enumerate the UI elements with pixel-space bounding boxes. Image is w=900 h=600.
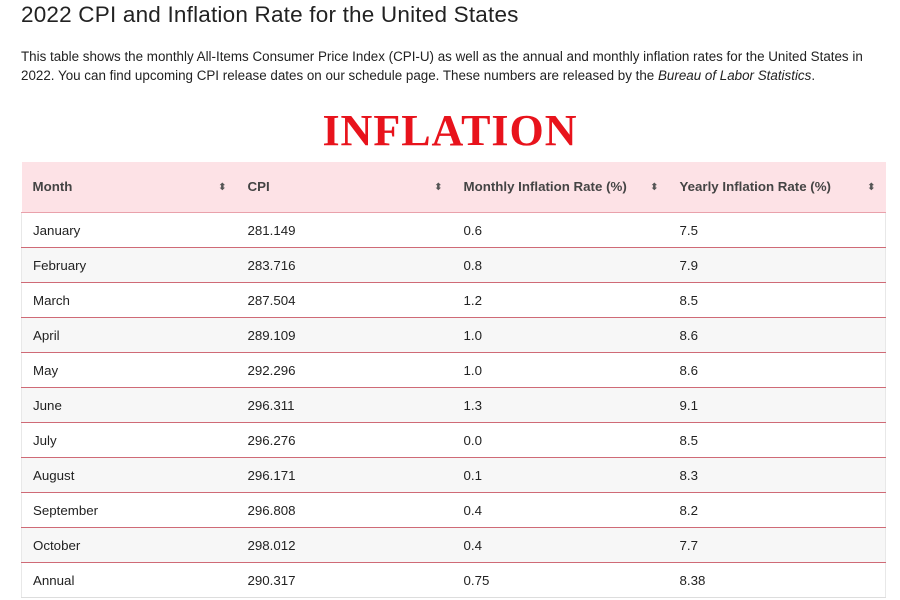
cell-month: March	[21, 282, 237, 318]
cell-monthly-rate: 1.0	[452, 352, 669, 388]
table-row: March 287.504 1.2 8.5	[21, 282, 886, 318]
table-header-row: Month ⬍ CPI ⬍ Monthly Inflation Rate (%)…	[21, 162, 886, 213]
cell-yearly-rate: 9.1	[668, 387, 886, 423]
cell-monthly-rate: 0.4	[452, 492, 669, 528]
table-row: May 292.296 1.0 8.6	[21, 352, 886, 388]
cell-monthly-rate: 0.6	[452, 212, 669, 248]
cell-yearly-rate: 7.5	[668, 212, 886, 248]
cell-cpi: 292.296	[236, 352, 453, 388]
cell-cpi: 281.149	[236, 212, 453, 248]
cell-monthly-rate: 1.3	[452, 387, 669, 423]
cell-yearly-rate: 8.2	[668, 492, 886, 528]
sort-icon[interactable]: ⬍	[434, 181, 443, 193]
cell-monthly-rate: 0.4	[452, 527, 669, 563]
table-body: January 281.149 0.6 7.5 February 283.716…	[21, 212, 886, 598]
cell-month: August	[21, 457, 237, 493]
cell-cpi: 287.504	[236, 282, 453, 318]
cell-yearly-rate: 8.5	[668, 422, 886, 458]
cell-monthly-rate: 1.2	[452, 282, 669, 318]
column-header-cpi[interactable]: CPI ⬍	[236, 162, 453, 213]
sort-icon[interactable]: ⬍	[650, 181, 659, 193]
table-row: January 281.149 0.6 7.5	[21, 212, 886, 248]
inflation-stamp: INFLATION	[322, 106, 578, 155]
column-header-monthly-rate[interactable]: Monthly Inflation Rate (%) ⬍	[452, 162, 669, 213]
cell-month: July	[21, 422, 237, 458]
cell-yearly-rate: 8.6	[668, 317, 886, 353]
intro-paragraph: This table shows the monthly All-Items C…	[21, 47, 881, 85]
cell-cpi: 296.276	[236, 422, 453, 458]
intro-end: .	[811, 68, 816, 83]
table-row: June 296.311 1.3 9.1	[21, 387, 886, 423]
cell-month: June	[21, 387, 237, 423]
cell-monthly-rate: 0.8	[452, 247, 669, 283]
cell-cpi: 296.311	[236, 387, 453, 423]
table-row: Annual 290.317 0.75 8.38	[21, 562, 886, 598]
cell-cpi: 283.716	[236, 247, 453, 283]
cell-cpi: 298.012	[236, 527, 453, 563]
intro-text: This table shows the monthly All-Items C…	[21, 49, 863, 83]
page-title: 2022 CPI and Inflation Rate for the Unit…	[21, 2, 519, 27]
cell-cpi: 296.171	[236, 457, 453, 493]
column-header-label: Yearly Inflation Rate (%)	[679, 179, 831, 194]
cell-yearly-rate: 8.3	[668, 457, 886, 493]
cell-month: February	[21, 247, 237, 283]
cell-cpi: 290.317	[236, 562, 453, 598]
cell-monthly-rate: 0.1	[452, 457, 669, 493]
cell-yearly-rate: 8.38	[668, 562, 886, 598]
table-row: February 283.716 0.8 7.9	[21, 247, 886, 283]
cell-yearly-rate: 8.6	[668, 352, 886, 388]
source-name: Bureau of Labor Statistics	[657, 68, 812, 83]
sort-icon[interactable]: ⬍	[867, 181, 876, 193]
sort-icon[interactable]: ⬍	[218, 181, 227, 193]
table-row: August 296.171 0.1 8.3	[21, 457, 886, 493]
cell-yearly-rate: 7.9	[668, 247, 886, 283]
table-row: October 298.012 0.4 7.7	[21, 527, 886, 563]
cell-month: Annual	[21, 562, 237, 598]
cell-month: May	[21, 352, 237, 388]
table-row: April 289.109 1.0 8.6	[21, 317, 886, 353]
table-row: September 296.808 0.4 8.2	[21, 492, 886, 528]
cell-monthly-rate: 0.75	[452, 562, 669, 598]
cell-month: January	[21, 212, 237, 248]
cell-monthly-rate: 1.0	[452, 317, 669, 353]
column-header-yearly-rate[interactable]: Yearly Inflation Rate (%) ⬍	[668, 162, 886, 213]
column-header-label: Monthly Inflation Rate (%)	[463, 179, 627, 194]
table-row: July 296.276 0.0 8.5	[21, 422, 886, 458]
column-header-label: Month	[32, 179, 73, 194]
cell-cpi: 296.808	[236, 492, 453, 528]
cpi-table: Month ⬍ CPI ⬍ Monthly Inflation Rate (%)…	[21, 162, 886, 598]
cell-cpi: 289.109	[236, 317, 453, 353]
cell-month: October	[21, 527, 237, 563]
cell-month: April	[21, 317, 237, 353]
cell-yearly-rate: 7.7	[668, 527, 886, 563]
cell-month: September	[21, 492, 237, 528]
column-header-label: CPI	[247, 179, 270, 194]
cell-monthly-rate: 0.0	[452, 422, 669, 458]
column-header-month[interactable]: Month ⬍	[21, 162, 237, 213]
cell-yearly-rate: 8.5	[668, 282, 886, 318]
